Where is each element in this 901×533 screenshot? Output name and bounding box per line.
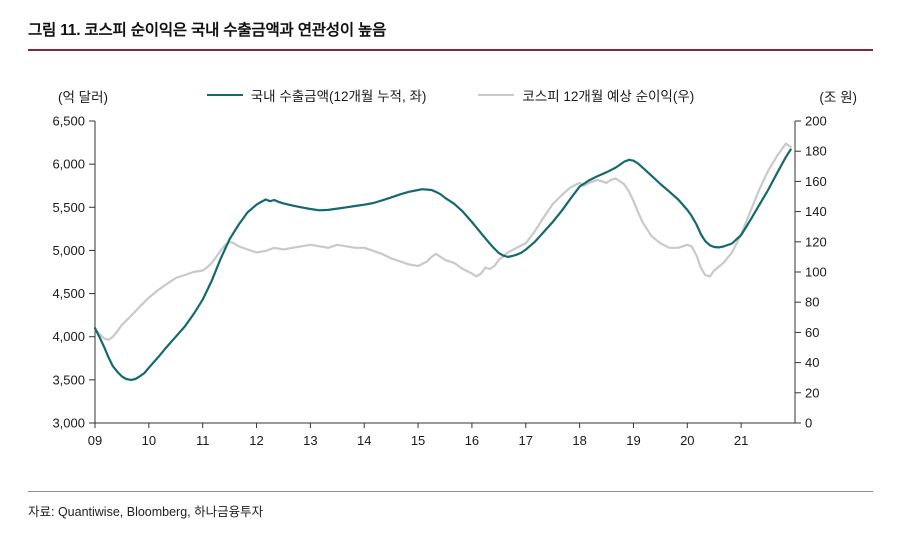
x-axis-tick-label: 12 (249, 433, 263, 448)
right-axis-tick-label: 100 (805, 265, 827, 280)
right-axis-tick-label: 40 (805, 355, 819, 370)
series-line-profit (93, 142, 792, 341)
page-title: 그림 11. 코스피 순이익은 국내 수출금액과 연관성이 높음 (28, 22, 387, 39)
left-axis-tick-label: 5,500 (52, 200, 85, 215)
right-axis-tick-label: 20 (805, 385, 819, 400)
x-axis-tick-label: 20 (680, 433, 694, 448)
right-axis-tick-label: 60 (805, 325, 819, 340)
left-axis-tick-label: 4,500 (52, 286, 85, 301)
left-axis-tick-label: 4,000 (52, 329, 85, 344)
x-axis-tick-label: 13 (303, 433, 317, 448)
line-chart: 3,000 3,500 4,000 4,500 5,000 5,500 6,000 6,500… (52, 114, 827, 449)
x-axis-tick-label: 15 (411, 433, 425, 448)
left-axis-tick-label: 3,000 (52, 416, 85, 431)
x-axis-tick-label: 19 (626, 433, 640, 448)
x-axis-tick-label: 14 (357, 433, 371, 448)
right-axis-tick-label: 120 (805, 234, 827, 249)
profit-line-swatch-icon (478, 93, 515, 97)
right-axis-tick-label: 80 (805, 295, 819, 310)
legend-item-export: 국내 수출금액(12개월 누적, 좌) (206, 85, 427, 105)
right-axis-tick-label: 0 (805, 416, 812, 431)
series-line-export (93, 148, 792, 381)
source-footer: 자료: Quantiwise, Bloomberg, 하나금융투자 (28, 491, 873, 520)
chart-area: 3,000 3,500 4,000 4,500 5,000 5,500 6,000 6,500… (0, 111, 901, 461)
x-axis-tick-label: 11 (196, 433, 210, 448)
left-axis-tick-label: 6,000 (52, 157, 85, 172)
right-axis-unit-label: (조 원) (819, 90, 857, 105)
x-axis-tick-label: 17 (519, 433, 533, 448)
x-axis-tick-label: 21 (734, 433, 748, 448)
right-axis-tick-label: 140 (805, 204, 827, 219)
left-axis-unit-label: (억 달러) (58, 90, 109, 105)
right-axis-tick-label: 180 (805, 144, 827, 159)
legend-label-export: 국내 수출금액(12개월 누적, 좌) (250, 89, 427, 104)
left-axis-tick-label: 6,500 (52, 114, 85, 129)
legend: 국내 수출금액(12개월 누적, 좌) 코스피 12개월 예상 순이익(우) (206, 85, 694, 105)
right-axis-tick-label: 200 (805, 114, 827, 129)
x-axis-tick-label: 16 (465, 433, 479, 448)
legend-label-profit: 코스피 12개월 예상 순이익(우) (522, 89, 695, 104)
chart-top-row: (억 달러) 국내 수출금액(12개월 누적, 좌) 코스피 12개월 예상 순… (0, 85, 901, 105)
source-text: 자료: Quantiwise, Bloomberg, 하나금융투자 (28, 505, 264, 519)
x-axis-tick-label: 10 (142, 433, 156, 448)
x-axis-tick-label: 09 (88, 433, 102, 448)
right-axis-tick-label: 160 (805, 174, 827, 189)
left-axis-tick-label: 5,000 (52, 243, 85, 258)
legend-item-profit: 코스피 12개월 예상 순이익(우) (478, 85, 694, 105)
figure-header: 그림 11. 코스피 순이익은 국내 수출금액과 연관성이 높음 (28, 18, 873, 51)
left-axis-tick-label: 3,500 (52, 372, 85, 387)
export-line-swatch-icon (206, 93, 243, 97)
x-axis-tick-label: 18 (572, 433, 586, 448)
